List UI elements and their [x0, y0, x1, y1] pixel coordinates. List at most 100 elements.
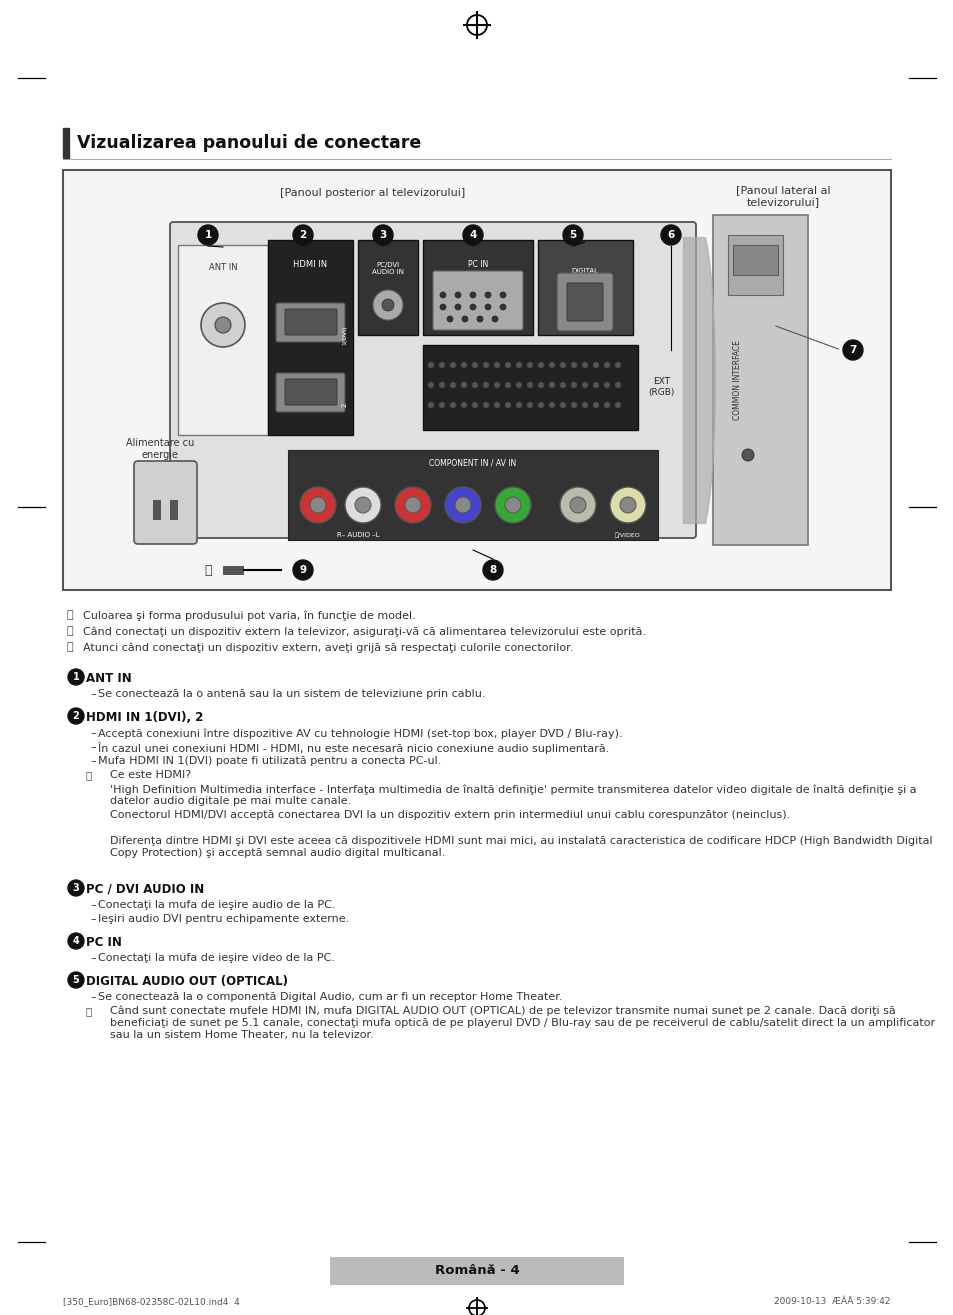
Text: 3: 3: [379, 230, 386, 241]
Bar: [268, 241, 353, 435]
Circle shape: [461, 316, 468, 322]
Text: 🔒: 🔒: [204, 564, 212, 576]
Circle shape: [581, 381, 587, 388]
Text: 1(DVI): 1(DVI): [342, 325, 347, 345]
Circle shape: [68, 707, 84, 725]
Circle shape: [548, 402, 555, 408]
Circle shape: [68, 880, 84, 896]
Text: Se conectează la o antenă sau la un sistem de televiziune prin cablu.: Se conectează la o antenă sau la un sist…: [98, 689, 485, 700]
Circle shape: [559, 381, 565, 388]
Circle shape: [482, 402, 489, 408]
FancyBboxPatch shape: [170, 222, 696, 538]
Text: Se conectează la o componentă Digital Audio, cum ar fi un receptor Home Theater.: Se conectează la o componentă Digital Au…: [98, 992, 562, 1002]
Text: –: –: [90, 899, 95, 910]
Circle shape: [444, 487, 480, 523]
Text: ⓘ: ⓘ: [67, 642, 73, 652]
FancyBboxPatch shape: [557, 274, 613, 331]
Circle shape: [571, 381, 577, 388]
Text: ANT IN: ANT IN: [209, 263, 237, 272]
Circle shape: [615, 402, 620, 408]
Text: HDMI IN: HDMI IN: [293, 260, 327, 270]
Circle shape: [562, 225, 582, 245]
Circle shape: [504, 402, 511, 408]
Circle shape: [571, 402, 577, 408]
Text: HDMI IN 1(DVI), 2: HDMI IN 1(DVI), 2: [86, 711, 203, 725]
Text: Când sunt conectate mufele HDMI IN, mufa DIGITAL AUDIO OUT (OPTICAL) de pe telev: Când sunt conectate mufele HDMI IN, mufa…: [110, 1006, 934, 1040]
Text: [Panoul lateral al
televizorului]: [Panoul lateral al televizorului]: [735, 185, 829, 206]
Circle shape: [68, 934, 84, 949]
FancyBboxPatch shape: [285, 309, 336, 335]
Bar: [63, 128, 69, 158]
Circle shape: [198, 225, 218, 245]
Circle shape: [484, 304, 491, 310]
Text: Conectaţi la mufa de ieşire audio de la PC.: Conectaţi la mufa de ieşire audio de la …: [98, 899, 335, 910]
FancyBboxPatch shape: [275, 302, 345, 342]
Circle shape: [438, 362, 444, 368]
Circle shape: [619, 497, 636, 513]
Circle shape: [455, 292, 460, 299]
FancyBboxPatch shape: [133, 462, 196, 544]
Circle shape: [537, 402, 543, 408]
Text: Vizualizarea panoului de conectare: Vizualizarea panoului de conectare: [77, 134, 421, 153]
Bar: [63, 170, 890, 590]
Circle shape: [504, 381, 511, 388]
Text: 3: 3: [72, 882, 79, 893]
Text: PC/DVI
AUDIO IN: PC/DVI AUDIO IN: [372, 262, 403, 275]
Bar: [732, 245, 778, 275]
Text: ANT IN: ANT IN: [86, 672, 132, 685]
Bar: [357, 241, 417, 335]
Text: Culoarea şi forma produsului pot varia, în funcţie de model.: Culoarea şi forma produsului pot varia, …: [83, 610, 416, 621]
Bar: [223, 565, 243, 575]
Text: –: –: [90, 992, 95, 1002]
Circle shape: [439, 292, 446, 299]
Circle shape: [460, 362, 467, 368]
Circle shape: [559, 362, 565, 368]
Circle shape: [462, 225, 482, 245]
Circle shape: [373, 225, 393, 245]
Circle shape: [476, 316, 482, 322]
Circle shape: [504, 497, 520, 513]
Text: 2009-10-13  ÆÁÄ 5:39:42: 2009-10-13 ÆÁÄ 5:39:42: [774, 1298, 890, 1307]
Text: Română - 4: Română - 4: [435, 1265, 518, 1277]
Text: PC IN: PC IN: [467, 260, 488, 270]
Text: 9: 9: [299, 565, 306, 575]
Circle shape: [455, 304, 460, 310]
Circle shape: [660, 225, 680, 245]
Circle shape: [484, 292, 491, 299]
Text: Ieşiri audio DVI pentru echipamente externe.: Ieşiri audio DVI pentru echipamente exte…: [98, 914, 349, 924]
Circle shape: [603, 381, 609, 388]
Circle shape: [842, 341, 862, 360]
Bar: [330, 1257, 623, 1285]
Text: ⓘ: ⓘ: [67, 610, 73, 619]
Circle shape: [603, 362, 609, 368]
Circle shape: [450, 362, 456, 368]
Circle shape: [355, 497, 371, 513]
Bar: [178, 245, 268, 435]
Circle shape: [447, 316, 453, 322]
Circle shape: [428, 402, 434, 408]
Text: R– AUDIO –L: R– AUDIO –L: [336, 533, 379, 538]
Text: 2: 2: [72, 711, 79, 721]
Text: PC / DVI AUDIO IN: PC / DVI AUDIO IN: [86, 882, 204, 896]
Circle shape: [581, 402, 587, 408]
Bar: [422, 345, 638, 430]
Circle shape: [450, 402, 456, 408]
Circle shape: [455, 497, 471, 513]
Circle shape: [472, 381, 477, 388]
Circle shape: [741, 448, 753, 462]
Text: ⓘ: ⓘ: [86, 1006, 92, 1016]
Text: [Panoul posterior al televizorului]: [Panoul posterior al televizorului]: [280, 188, 465, 199]
Circle shape: [494, 381, 499, 388]
Circle shape: [569, 497, 585, 513]
Circle shape: [516, 381, 521, 388]
Text: Alimentare cu
energie: Alimentare cu energie: [126, 438, 193, 460]
Circle shape: [504, 362, 511, 368]
Text: 8: 8: [489, 565, 497, 575]
Text: –: –: [90, 742, 95, 752]
Circle shape: [615, 362, 620, 368]
Circle shape: [482, 560, 502, 580]
Text: Atunci când conectaţi un dispozitiv extern, aveţi grijă să respectaţi culorile c: Atunci când conectaţi un dispozitiv exte…: [83, 642, 573, 652]
Text: ⓘ: ⓘ: [67, 626, 73, 636]
Circle shape: [293, 225, 313, 245]
FancyBboxPatch shape: [285, 379, 336, 405]
